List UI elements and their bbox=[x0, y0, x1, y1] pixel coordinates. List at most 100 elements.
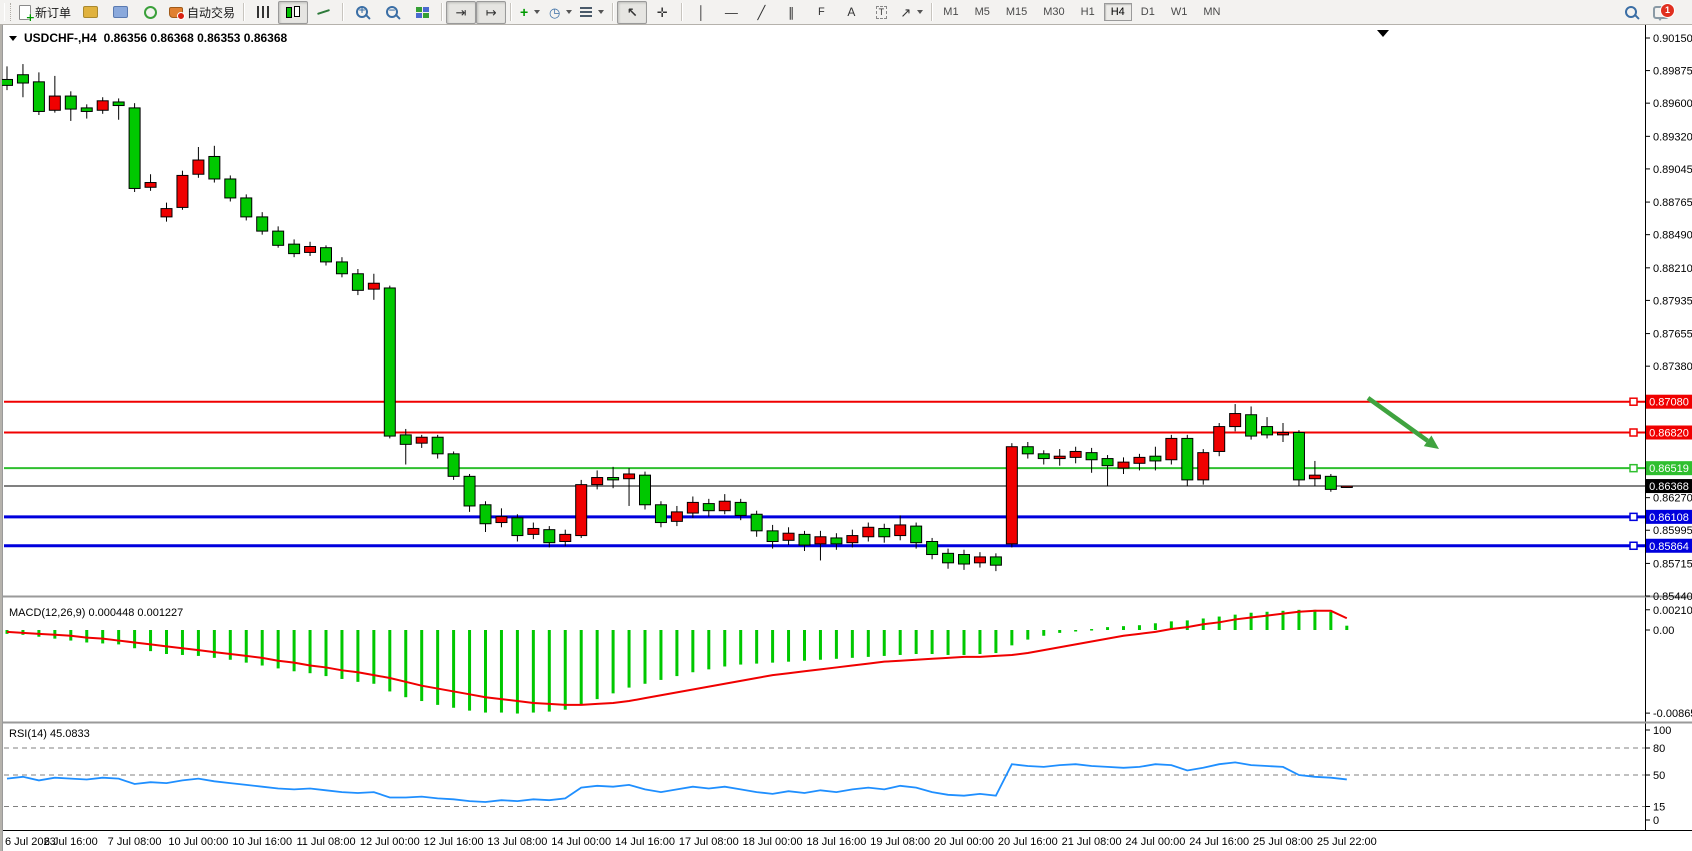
macd-histogram-bar bbox=[1010, 630, 1014, 646]
candle-bear bbox=[1324, 475, 1337, 490]
charts-profile-button[interactable] bbox=[75, 1, 105, 24]
macd-histogram-bar bbox=[1329, 611, 1333, 630]
macd-histogram-bar bbox=[420, 630, 424, 702]
candle-bear bbox=[1101, 458, 1114, 467]
macd-histogram-bar bbox=[324, 630, 328, 677]
macd-histogram-bar bbox=[1090, 629, 1094, 631]
line-handle-0.87080[interactable] bbox=[1629, 397, 1638, 406]
price-tick-label: 0.88490 bbox=[1653, 230, 1692, 242]
time-axis-label: 18 Jul 16:00 bbox=[806, 836, 866, 848]
text-button[interactable]: A bbox=[836, 1, 866, 24]
periods-button[interactable]: ◷ bbox=[545, 1, 576, 24]
macd-histogram-bar bbox=[1074, 630, 1078, 632]
price-tick-label: 0.87935 bbox=[1653, 295, 1692, 307]
macd-histogram-bar bbox=[1122, 626, 1125, 630]
auto-scroll-button[interactable]: ↦ bbox=[476, 0, 507, 24]
trendline-icon: ╱ bbox=[757, 4, 766, 20]
candle-bull bbox=[415, 436, 428, 444]
candle-bear bbox=[335, 261, 348, 275]
timeframe-w1-button[interactable]: W1 bbox=[1170, 6, 1188, 18]
bar-chart-button[interactable] bbox=[248, 1, 278, 24]
zoom-out-button[interactable]: − bbox=[377, 1, 407, 24]
signals-button[interactable] bbox=[135, 1, 165, 24]
candlestick-chart-button[interactable] bbox=[278, 0, 309, 24]
line-handle-0.86820[interactable] bbox=[1629, 428, 1638, 437]
market-watch-button[interactable] bbox=[105, 1, 135, 24]
new-order-label: 新订单 bbox=[35, 5, 72, 20]
timeframe-m1-button[interactable]: M1 bbox=[943, 6, 959, 18]
candle-bear bbox=[702, 503, 715, 512]
candle-bull bbox=[814, 536, 827, 545]
macd-histogram-bar bbox=[707, 630, 711, 670]
time-axis-label: 6 Jul 16:00 bbox=[44, 836, 98, 848]
trendline-button[interactable]: ╱ bbox=[746, 1, 776, 24]
candle-bear bbox=[926, 540, 939, 556]
chart-menu-arrow-icon[interactable] bbox=[9, 35, 17, 41]
notifications-button[interactable]: 1 bbox=[1646, 1, 1676, 24]
macd-histogram-bar bbox=[404, 630, 408, 698]
toolbar-grip[interactable] bbox=[4, 3, 11, 21]
line-chart-button[interactable] bbox=[308, 1, 338, 24]
fibonacci-button[interactable]: F bbox=[806, 1, 836, 24]
candle-bull bbox=[894, 524, 907, 537]
macd-histogram-bar bbox=[388, 630, 392, 692]
chart-shift-marker-icon[interactable] bbox=[1377, 30, 1389, 37]
horizontal-line-button[interactable]: — bbox=[716, 1, 746, 24]
timeframe-h1-button[interactable]: H1 bbox=[1080, 6, 1095, 18]
candle-bull bbox=[591, 477, 604, 486]
cursor-button[interactable]: ↖ bbox=[617, 0, 648, 24]
macd-histogram-bar bbox=[850, 630, 854, 658]
zoom-in-button[interactable]: + bbox=[347, 1, 377, 24]
line-handle-0.85864[interactable] bbox=[1629, 541, 1638, 551]
price-tick-label: 0.89875 bbox=[1653, 66, 1692, 78]
candle-bear bbox=[1149, 455, 1162, 462]
chart-title: USDCHF-,H4 0.86356 0.86368 0.86353 0.863… bbox=[9, 31, 287, 45]
crosshair-button[interactable]: ✛ bbox=[647, 1, 677, 24]
macd-histogram-bar bbox=[962, 630, 966, 655]
timeframe-h4-button[interactable]: H4 bbox=[1103, 3, 1132, 21]
macd-histogram-bar bbox=[834, 630, 838, 659]
text-label-button[interactable]: T bbox=[866, 1, 896, 24]
add-indicator-button[interactable]: + bbox=[515, 1, 545, 24]
macd-histogram-bar bbox=[755, 630, 759, 664]
macd-histogram-bar bbox=[228, 630, 232, 660]
macd-histogram-bar bbox=[946, 630, 950, 655]
arrows-button[interactable]: ↗ bbox=[896, 1, 927, 24]
vertical-line-icon: │ bbox=[697, 4, 706, 20]
candle-bear bbox=[128, 107, 141, 189]
macd-histogram-bar bbox=[1137, 625, 1141, 630]
line-handle-0.86519[interactable] bbox=[1629, 463, 1638, 473]
trend-arrow-head[interactable] bbox=[1423, 435, 1439, 449]
price-tag-label: 0.87080 bbox=[1649, 397, 1689, 409]
auto-trading-button[interactable]: 自动交易 bbox=[165, 1, 239, 24]
candle-bear bbox=[1181, 437, 1194, 481]
macd-histogram-bar bbox=[260, 630, 264, 666]
chart-ohlc-readout: 0.86356 0.86368 0.86353 0.86368 bbox=[103, 31, 288, 45]
vertical-line-button[interactable]: │ bbox=[686, 1, 716, 24]
timeframe-m15-button[interactable]: M15 bbox=[1005, 6, 1028, 18]
search-button[interactable] bbox=[1616, 1, 1646, 24]
macd-histogram-bar bbox=[1249, 612, 1253, 630]
macd-histogram-bar bbox=[452, 630, 456, 708]
candle-bear bbox=[511, 517, 524, 537]
trend-arrow-annotation[interactable] bbox=[1366, 396, 1429, 443]
chart-background bbox=[2, 25, 1692, 851]
macd-histogram-bar bbox=[787, 630, 791, 662]
price-tick-label: 0.85440 bbox=[1653, 591, 1692, 603]
equidistant-channel-button[interactable]: ∥ bbox=[776, 1, 806, 24]
macd-histogram-bar bbox=[1058, 630, 1062, 633]
auto-scroll-icon: ↦ bbox=[485, 4, 497, 20]
timeframe-m5-button[interactable]: M5 bbox=[974, 6, 990, 18]
macd-histogram-bar bbox=[85, 630, 89, 643]
macd-histogram-bar bbox=[101, 630, 105, 644]
timeframe-mn-button[interactable]: MN bbox=[1203, 6, 1221, 18]
timeframe-d1-button[interactable]: D1 bbox=[1140, 6, 1155, 18]
new-order-button[interactable]: + 新订单 bbox=[15, 1, 75, 24]
timeframe-m30-button[interactable]: M30 bbox=[1043, 6, 1065, 18]
tile-windows-button[interactable] bbox=[407, 1, 437, 24]
candle-bull bbox=[846, 535, 859, 544]
chart-shift-button[interactable]: ⇥ bbox=[446, 0, 477, 24]
macd-histogram-bar bbox=[133, 630, 137, 649]
line-handle-0.86108[interactable] bbox=[1629, 512, 1638, 522]
templates-button[interactable] bbox=[576, 1, 608, 24]
